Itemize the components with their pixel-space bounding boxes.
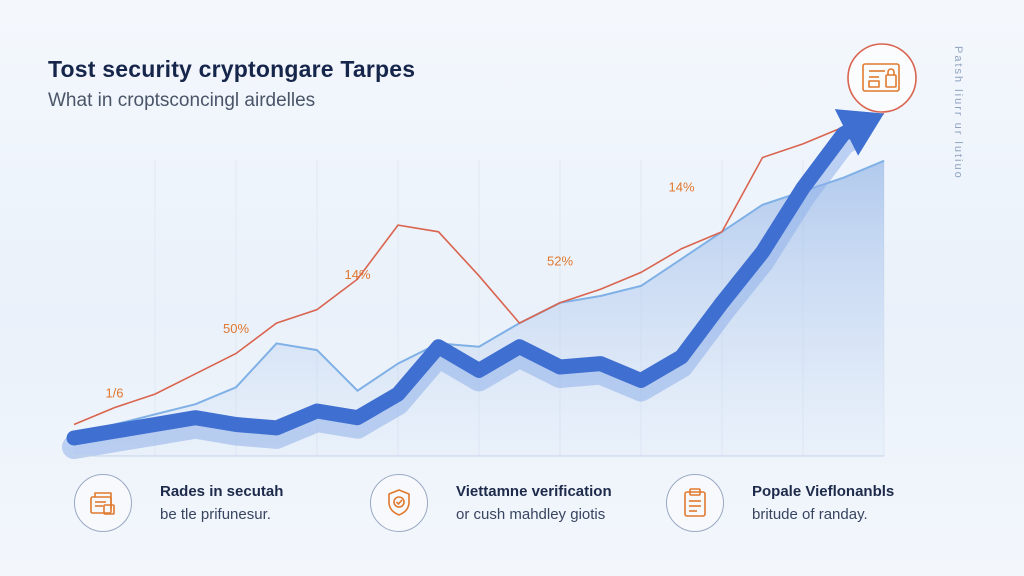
- feature-card[interactable]: Viettamne verification or cush mahdley g…: [370, 474, 612, 532]
- feature-description: or cush mahdley giotis: [456, 506, 606, 523]
- annotation-label: 1/6: [105, 385, 123, 400]
- feature-title: Popale Vieflonanbls: [752, 483, 895, 500]
- blue-trend-arrowhead: [834, 109, 884, 156]
- feature-description: be tle prifunesur.: [160, 506, 271, 523]
- feature-description: britude of randay.: [752, 506, 868, 523]
- feature-card[interactable]: Rades in secutah be tle prifunesur.: [74, 474, 283, 532]
- area-fill: [74, 160, 884, 457]
- clipboard-icon: [666, 474, 724, 532]
- feature-title: Rades in secutah: [160, 483, 284, 500]
- annotation-label: 14%: [668, 179, 694, 194]
- page-subtitle: What in croptsconcingl airdelles: [48, 90, 316, 111]
- light-blue-line: [73, 159, 885, 439]
- annotation-label: 52%: [547, 254, 573, 269]
- verification-badge-icon: [370, 474, 428, 532]
- feature-card[interactable]: Popale Vieflonanbls britude of randay.: [666, 474, 894, 532]
- red-line: [73, 112, 885, 426]
- side-label: Patsh liurr ur lutiuo: [952, 46, 964, 180]
- feature-title: Viettamne verification: [456, 483, 612, 500]
- annotation-label: 14%: [344, 267, 370, 282]
- blue-trend-line: [66, 123, 858, 446]
- annotations-layer: 1/6 50% 14% 52% 14%: [105, 179, 694, 400]
- document-stack-icon: [74, 474, 132, 532]
- page-title: Tost security cryptongare Tarpes: [48, 56, 416, 82]
- annotation-label: 50%: [223, 321, 249, 336]
- secure-document-badge: [847, 43, 917, 113]
- secure-document-icon: [862, 63, 900, 92]
